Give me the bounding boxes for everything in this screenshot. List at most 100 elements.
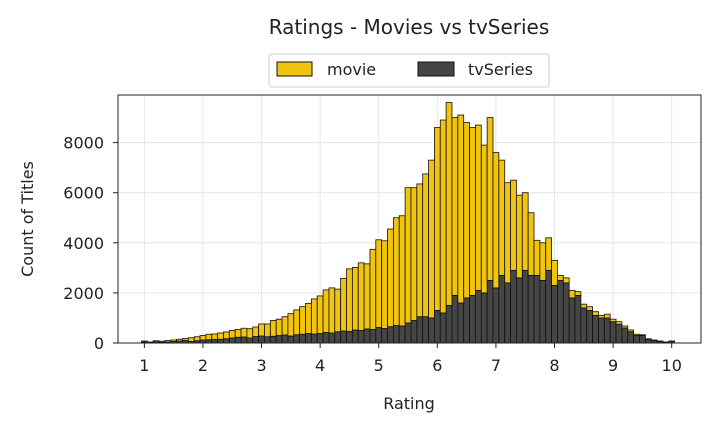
bar-tvseries (270, 336, 276, 343)
bar-tvseries (259, 336, 265, 343)
chart-title: Ratings - Movies vs tvSeries (269, 15, 550, 39)
bar-movie (446, 103, 452, 306)
bar-movie (452, 118, 458, 296)
bar-movie (622, 326, 628, 328)
bar-movie (206, 334, 212, 340)
bar-movie (329, 288, 335, 333)
bar-tvseries (405, 323, 411, 343)
legend-label-movie: movie (327, 60, 376, 79)
bar-movie (235, 329, 241, 337)
bar-movie (581, 304, 587, 308)
bar-movie (241, 328, 247, 337)
bar-movie (429, 160, 435, 318)
x-tick-label: 6 (432, 356, 442, 375)
bar-tvseries (622, 328, 628, 343)
bar-movie (323, 290, 329, 333)
bar-tvseries (616, 324, 622, 343)
bar-tvseries (229, 338, 235, 343)
bar-tvseries (399, 326, 405, 343)
bar-tvseries (511, 270, 517, 343)
bar-tvseries (634, 335, 640, 343)
bar-tvseries (563, 283, 569, 343)
bar-tvseries (481, 293, 487, 343)
bar-movie (511, 180, 517, 270)
bar-movie (499, 160, 505, 275)
bar-tvseries (505, 283, 511, 343)
bar-movie (639, 335, 645, 336)
bar-movie (247, 329, 253, 338)
bar-movie (540, 243, 546, 281)
bar-tvseries (464, 298, 470, 343)
bar-movie (364, 264, 370, 329)
bar-tvseries (540, 280, 546, 343)
bar-movie (534, 240, 540, 275)
bar-tvseries (639, 335, 645, 343)
bar-movie (253, 327, 259, 337)
bar-movie (522, 193, 528, 271)
bar-movie (200, 335, 206, 340)
bar-movie (194, 337, 200, 341)
bar-tvseries (241, 337, 247, 343)
bar-tvseries (417, 317, 423, 343)
bar-tvseries (499, 275, 505, 343)
bar-movie (317, 296, 323, 334)
bar-tvseries (223, 339, 229, 343)
bar-movie (294, 310, 300, 335)
bar-tvseries (604, 318, 610, 343)
bar-movie (399, 216, 405, 326)
bar-tvseries (218, 339, 224, 343)
bar-movie (610, 319, 616, 322)
bar-movie (417, 184, 423, 317)
bar-movie (487, 118, 493, 281)
bar-tvseries (546, 270, 552, 343)
bar-movie (347, 269, 353, 332)
bar-movie (440, 120, 446, 313)
bar-movie (628, 330, 634, 332)
bar-movie (153, 341, 159, 342)
bar-movie (569, 290, 575, 298)
bar-movie (593, 312, 599, 316)
bar-movie (147, 342, 153, 343)
bar-tvseries (347, 331, 353, 343)
bar-movie (464, 123, 470, 298)
bar-tvseries (264, 337, 270, 343)
bar-movie (282, 317, 288, 335)
y-axis-label: Count of Titles (18, 161, 37, 277)
bar-movie (423, 174, 429, 317)
bar-movie (651, 340, 657, 341)
bar-tvseries (382, 328, 388, 343)
bar-tvseries (528, 275, 534, 343)
bar-movie (171, 340, 177, 342)
bar-tvseries (475, 290, 481, 343)
bar-movie (563, 278, 569, 283)
bar-movie (182, 338, 188, 340)
bar-tvseries (364, 329, 370, 343)
bar-movie (645, 339, 651, 340)
x-axis-label: Rating (383, 394, 435, 413)
bar-movie (188, 338, 194, 342)
bar-movie (382, 241, 388, 329)
y-tick-label: 4000 (63, 234, 104, 253)
y-tick-label: 0 (94, 334, 104, 353)
bar-movie (505, 183, 511, 283)
bar-movie (159, 341, 165, 342)
bar-movie (552, 260, 558, 285)
bar-tvseries (587, 310, 593, 343)
bar-tvseries (317, 333, 323, 343)
legend-swatch-tvseries (418, 62, 454, 76)
bar-movie (604, 314, 610, 318)
bar-movie (616, 322, 622, 325)
bar-tvseries (393, 325, 399, 343)
bar-tvseries (581, 308, 587, 343)
bar-movie (475, 125, 481, 290)
bar-tvseries (288, 336, 294, 343)
bar-tvseries (388, 327, 394, 343)
bar-movie (165, 340, 171, 342)
bar-tvseries (370, 329, 376, 343)
bar-movie (557, 275, 563, 280)
x-tick-label: 9 (608, 356, 618, 375)
bar-movie (305, 303, 311, 333)
bar-tvseries (411, 320, 417, 343)
